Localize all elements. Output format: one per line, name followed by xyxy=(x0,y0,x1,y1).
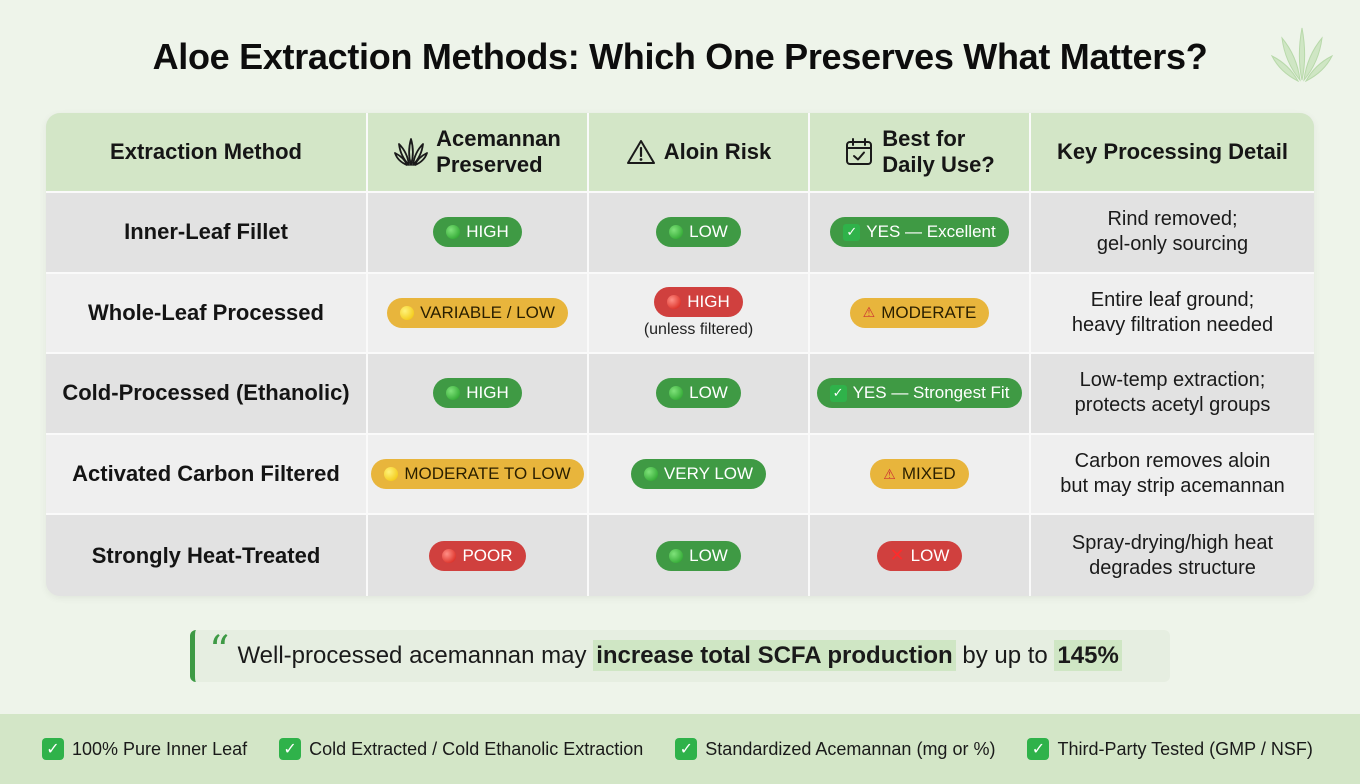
cross-icon: ✕ xyxy=(889,545,905,566)
calendar-check-icon xyxy=(846,138,873,165)
aloin-cell: LOW xyxy=(589,515,810,596)
aloin-cell: VERY LOW xyxy=(589,434,810,516)
acemannan-badge: HIGH xyxy=(433,217,522,248)
detail-cell: Entire leaf ground; heavy filtration need… xyxy=(1031,274,1314,355)
method-cell: Whole-Leaf Processed xyxy=(46,273,368,355)
processing-detail: Carbon removes aloin but may strip aceman… xyxy=(1060,450,1285,498)
header-best-daily-use: Best for Daily Use? xyxy=(810,113,1031,193)
acemannan-cell: VARIABLE / LOW xyxy=(368,273,589,355)
header-key-processing-detail: Key Processing Detail xyxy=(1031,113,1314,193)
method-name: Whole-Leaf Processed xyxy=(88,299,324,325)
status-dot-icon xyxy=(669,386,684,401)
header-aloin-risk: Aloin Risk xyxy=(589,113,810,193)
aloin-badge: VERY LOW xyxy=(630,459,767,490)
quote-highlight: increase total SCFA production xyxy=(593,640,956,671)
acemannan-cell: HIGH xyxy=(368,193,589,274)
acemannan-cell: MODERATE TO LOW xyxy=(368,434,589,516)
aloe-leaf-icon xyxy=(394,138,429,166)
aloe-plant-icon xyxy=(1270,27,1334,83)
method-cell: Cold-Processed (Ethanolic) xyxy=(46,354,368,435)
detail-cell: Rind removed; gel-only sourcing xyxy=(1031,193,1314,274)
method-cell: Strongly Heat-Treated xyxy=(46,515,368,596)
status-dot-icon xyxy=(446,386,461,401)
criteria-footer: ✓ 100% Pure Inner Leaf ✓ Cold Extracted … xyxy=(0,714,1360,784)
check-icon: ✓ xyxy=(42,738,64,760)
status-dot-icon xyxy=(669,548,684,563)
daily-use-cell: ⚠ MODERATE xyxy=(810,273,1031,355)
method-name: Inner-Leaf Fillet xyxy=(124,219,288,245)
detail-cell: Low-temp extraction; protects acetyl grou… xyxy=(1031,354,1314,435)
aloin-cell: LOW xyxy=(589,354,810,435)
check-icon: ✓ xyxy=(1027,738,1050,760)
method-cell: Activated Carbon Filtered xyxy=(46,434,368,516)
daily-use-badge: ⚠ MODERATE xyxy=(849,297,990,328)
method-cell: Inner-Leaf Fillet xyxy=(46,193,368,274)
page-title: Aloe Extraction Methods: Which One Prese… xyxy=(152,36,1208,77)
daily-use-cell: ✓ YES — Strongest Fit xyxy=(810,354,1031,435)
aloin-cell: HIGH (unless filtered) xyxy=(589,273,810,355)
status-dot-icon xyxy=(384,467,399,482)
aloin-badge: LOW xyxy=(656,217,741,248)
method-name: Strongly Heat-Treated xyxy=(91,542,321,568)
status-dot-icon xyxy=(643,467,658,482)
status-dot-icon xyxy=(442,548,457,563)
table-row: Activated Carbon Filtered MODERATE TO LOW… xyxy=(46,434,1314,516)
acemannan-badge: HIGH xyxy=(433,378,522,409)
processing-detail: Low-temp extraction; protects acetyl grou… xyxy=(1074,369,1271,417)
acemannan-badge: MODERATE TO LOW xyxy=(371,459,584,490)
processing-detail: Entire leaf ground; heavy filtration need… xyxy=(1071,288,1274,336)
detail-cell: Spray-drying/high heat degrades structure xyxy=(1031,515,1314,596)
daily-use-badge: ⚠ MIXED xyxy=(870,459,969,490)
warning-icon: ⚠ xyxy=(883,465,896,482)
aloin-badge: LOW xyxy=(656,378,741,409)
warning-triangle-icon xyxy=(626,140,655,164)
acemannan-badge: VARIABLE / LOW xyxy=(387,297,568,328)
table-row: Whole-Leaf Processed VARIABLE / LOW HIGH (u… xyxy=(46,273,1314,355)
extraction-methods-table: Extraction Method Acemannan Preserved xyxy=(46,113,1314,596)
table-row: Inner-Leaf Fillet HIGH LOW ✓ YES — Excellent… xyxy=(46,193,1314,274)
quote-value: 145% xyxy=(1054,640,1122,671)
table-header-row: Extraction Method Acemannan Preserved xyxy=(46,113,1314,193)
status-dot-icon xyxy=(400,305,415,320)
daily-use-cell: ✓ YES — Excellent xyxy=(810,193,1031,274)
daily-use-badge: ✓ YES — Excellent xyxy=(830,217,1009,248)
daily-use-badge: ✓ YES — Strongest Fit xyxy=(816,378,1023,409)
footer-item: ✓ Third-Party Tested (GMP / NSF) xyxy=(1027,738,1313,760)
quote-mark-icon: “ xyxy=(209,628,230,674)
aloin-cell: LOW xyxy=(589,193,810,274)
status-dot-icon xyxy=(669,225,684,240)
detail-cell: Carbon removes aloin but may strip aceman… xyxy=(1031,435,1314,516)
footer-item: ✓ 100% Pure Inner Leaf xyxy=(42,738,247,760)
scfa-quote-callout: “ Well-processed acemannan may increase … xyxy=(190,630,1170,682)
table-row: Strongly Heat-Treated POOR LOW ✕ LOW Spray-dr… xyxy=(46,515,1314,596)
table-row: Cold-Processed (Ethanolic) HIGH LOW ✓ YES — … xyxy=(46,354,1314,435)
check-icon: ✓ xyxy=(279,738,302,760)
acemannan-cell: HIGH xyxy=(368,354,589,435)
acemannan-cell: POOR xyxy=(368,515,589,596)
daily-use-cell: ✕ LOW xyxy=(810,515,1031,596)
footer-item: ✓ Standardized Acemannan (mg or %) xyxy=(675,738,995,760)
warning-icon: ⚠ xyxy=(862,304,876,321)
status-dot-icon xyxy=(446,225,461,240)
status-dot-icon xyxy=(667,294,682,309)
table-body: Inner-Leaf Fillet HIGH LOW ✓ YES — Excellent… xyxy=(46,193,1314,596)
processing-detail: Spray-drying/high heat degrades structure xyxy=(1071,531,1274,579)
aloin-note: (unless filtered) xyxy=(643,320,754,338)
method-name: Activated Carbon Filtered xyxy=(72,461,340,487)
aloin-badge: LOW xyxy=(656,540,741,571)
header-acemannan: Acemannan Preserved xyxy=(368,113,589,193)
method-name: Cold-Processed (Ethanolic) xyxy=(62,380,350,406)
check-icon: ✓ xyxy=(843,223,861,241)
quote-text: Well-processed acemannan may increase to… xyxy=(237,640,1122,671)
daily-use-cell: ⚠ MIXED xyxy=(810,434,1031,516)
daily-use-badge: ✕ LOW xyxy=(876,540,963,571)
processing-detail: Rind removed; gel-only sourcing xyxy=(1096,208,1249,256)
header-extraction-method: Extraction Method xyxy=(46,113,368,193)
check-icon: ✓ xyxy=(675,738,698,760)
footer-item: ✓ Cold Extracted / Cold Ethanolic Extrac… xyxy=(279,738,643,760)
check-icon: ✓ xyxy=(829,384,847,402)
acemannan-badge: POOR xyxy=(429,540,526,571)
aloin-badge: HIGH xyxy=(654,286,743,317)
